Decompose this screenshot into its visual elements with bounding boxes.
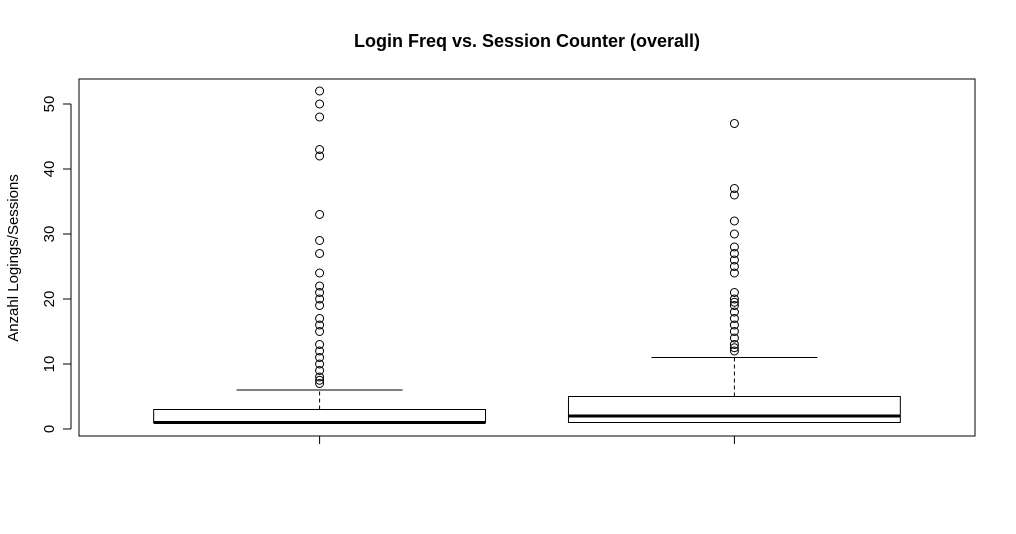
- outlier-point: [729, 301, 739, 310]
- outlier-point: [315, 86, 325, 96]
- outlier-point: [729, 255, 739, 265]
- outlier-point: [315, 268, 325, 278]
- outlier-point: [315, 288, 325, 297]
- y-tick-label: 10: [41, 356, 58, 373]
- y-axis: 0 10 20 30 40 50: [41, 96, 72, 433]
- outlier-point: [729, 340, 739, 349]
- boxes-layer: [153, 86, 901, 424]
- outlier-point: [315, 327, 325, 336]
- outlier-point: [315, 210, 325, 219]
- y-axis-label: Anzahl Logings/Sessions: [5, 174, 22, 342]
- outlier-point: [315, 294, 325, 304]
- outlier-point: [315, 314, 325, 323]
- outlier-point: [729, 184, 739, 193]
- chart-title: Login Freq vs. Session Counter (overall): [353, 31, 701, 51]
- outlier-point: [315, 346, 325, 356]
- box-iqr: [153, 409, 487, 423]
- outlier-point: [729, 314, 739, 323]
- outlier-point: [315, 99, 325, 109]
- box-group-2: [567, 119, 901, 423]
- box-iqr: [567, 396, 901, 423]
- outlier-point: [729, 333, 739, 343]
- y-tick-label: 40: [41, 161, 58, 178]
- y-tick-label: 0: [41, 425, 58, 433]
- outlier-point: [729, 119, 739, 128]
- outlier-point: [729, 288, 739, 297]
- outlier-point: [729, 307, 739, 317]
- plot-frame: [78, 78, 976, 437]
- outlier-point: [729, 216, 739, 226]
- outlier-point: [315, 375, 325, 385]
- outlier-point: [729, 343, 739, 353]
- outlier-point: [729, 262, 739, 271]
- outlier-point: [315, 112, 325, 122]
- outlier-point: [315, 281, 325, 291]
- outlier-point: [729, 327, 739, 336]
- outlier-point: [315, 340, 325, 349]
- y-tick-label: 50: [41, 96, 58, 113]
- outlier-point: [729, 297, 739, 307]
- outlier-point: [729, 268, 739, 278]
- y-tick-label: 20: [41, 291, 58, 308]
- box-group-1: [153, 86, 487, 424]
- outlier-point: [729, 249, 739, 258]
- outlier-point: [729, 190, 739, 200]
- y-tick-label: 30: [41, 226, 58, 243]
- outlier-point: [315, 145, 325, 154]
- outlier-point: [315, 372, 325, 382]
- outlier-point: [315, 320, 325, 330]
- outlier-point: [315, 353, 325, 362]
- outlier-point: [315, 151, 325, 161]
- outlier-point: [729, 320, 739, 330]
- outlier-point: [729, 242, 739, 252]
- outlier-point: [315, 236, 325, 245]
- outlier-point: [315, 249, 325, 258]
- outlier-point: [315, 379, 325, 388]
- outlier-point: [729, 229, 739, 239]
- outlier-point: [729, 346, 739, 356]
- outlier-point: [315, 301, 325, 310]
- x-axis: [319, 436, 735, 444]
- outlier-point: [729, 294, 739, 304]
- outlier-point: [315, 366, 325, 375]
- outlier-point: [315, 359, 325, 369]
